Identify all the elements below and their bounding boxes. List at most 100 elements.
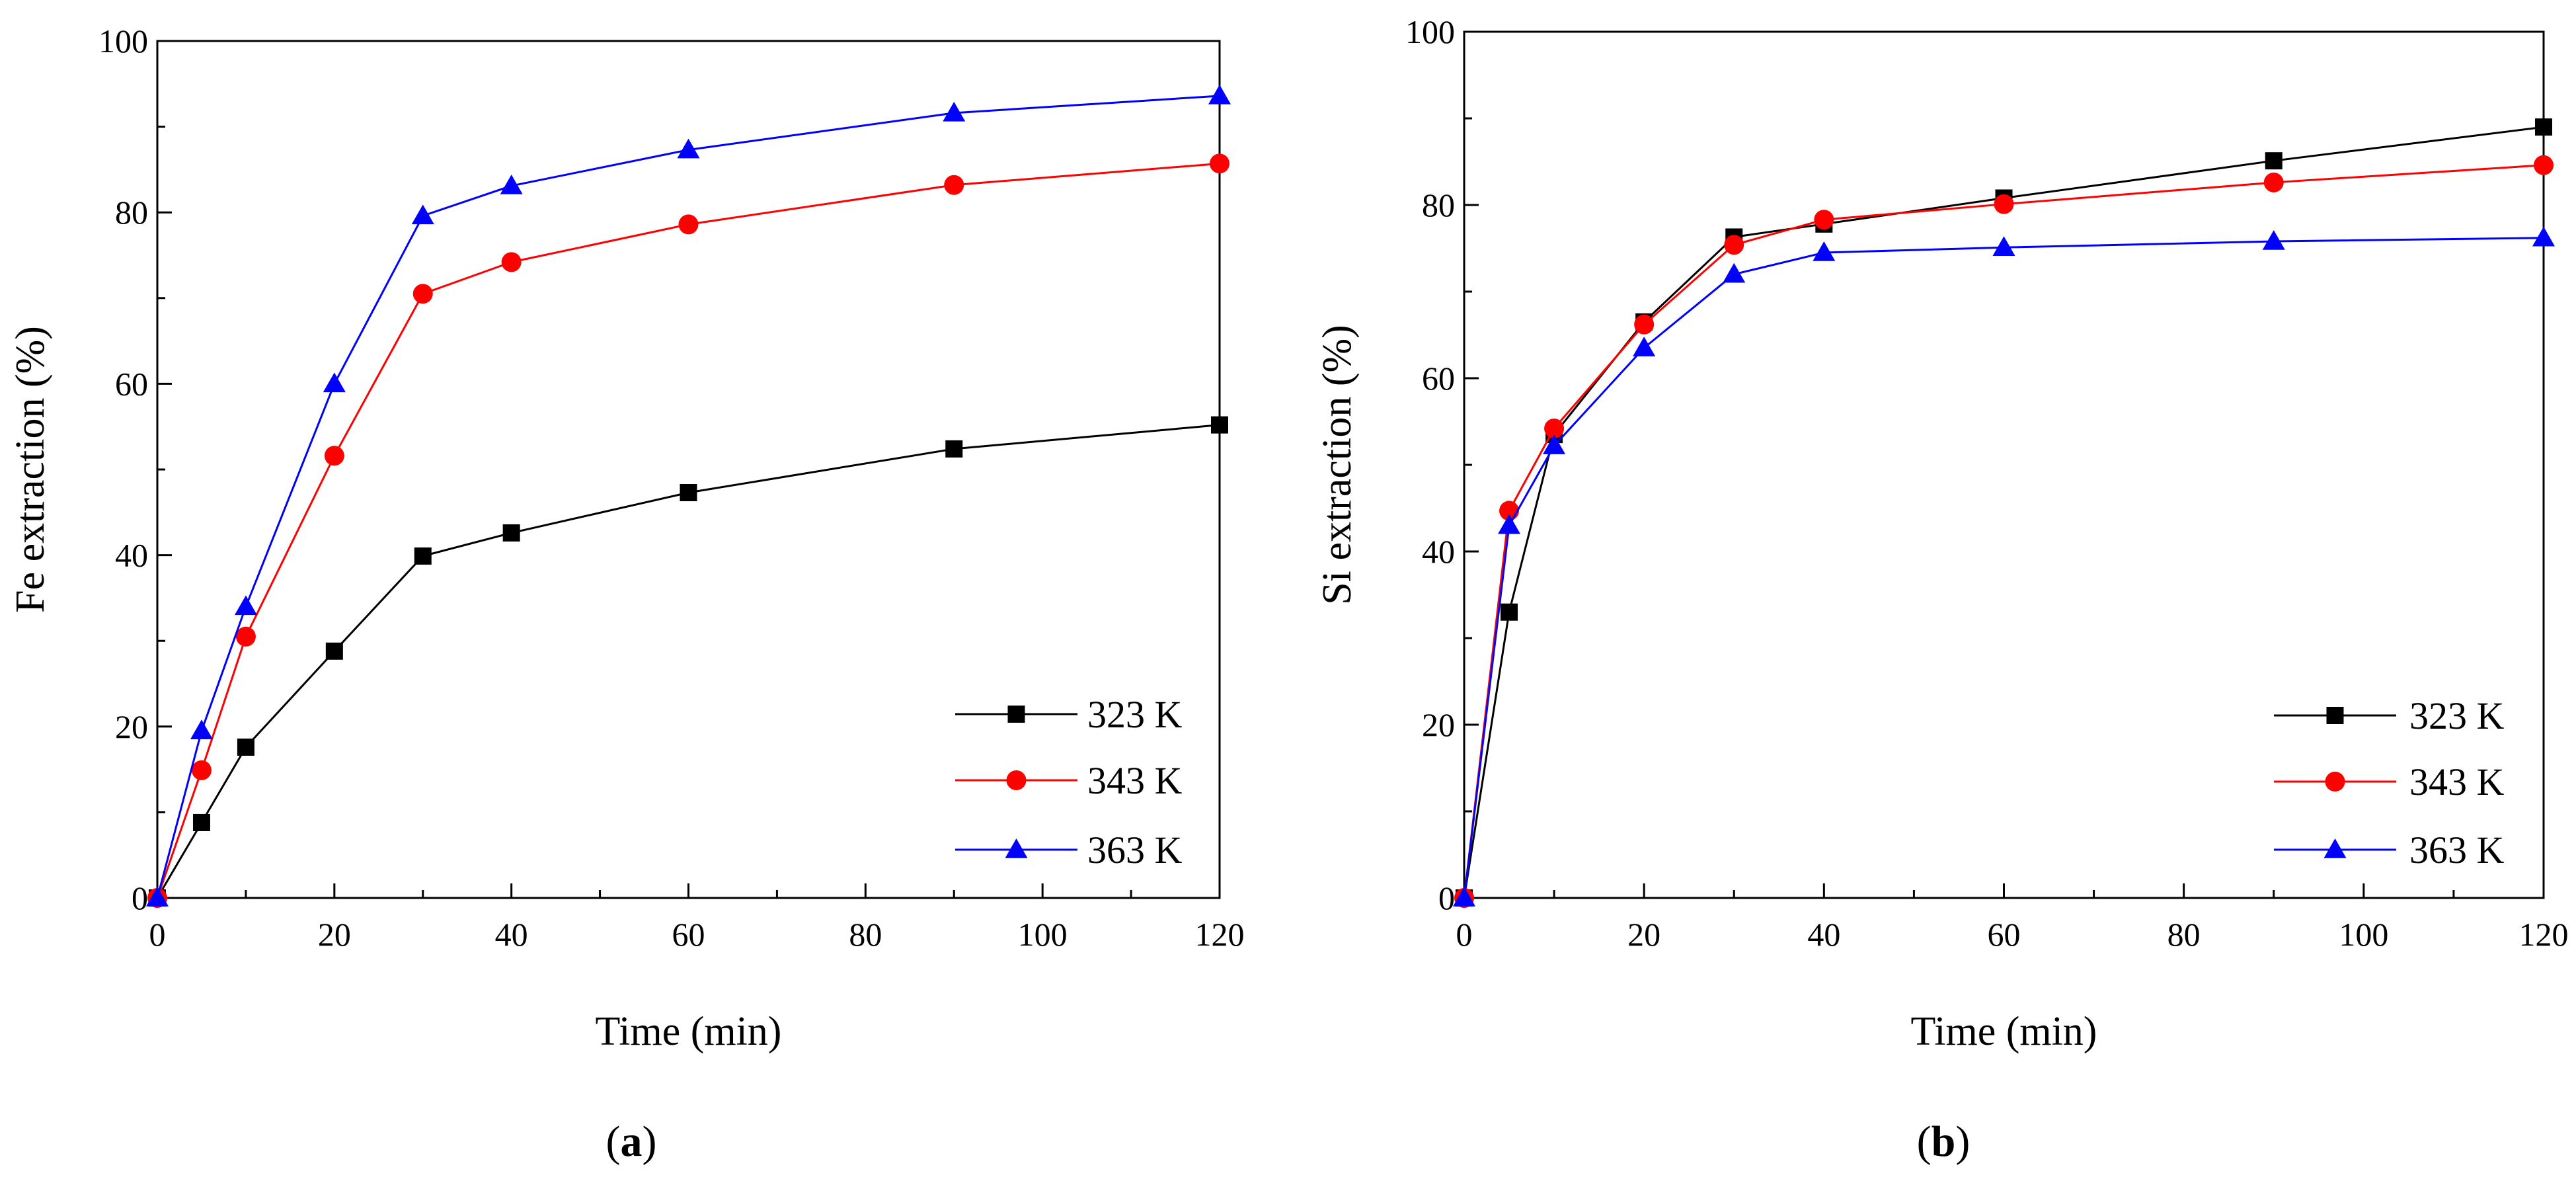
data-point bbox=[678, 214, 699, 235]
x-tick-label: 40 bbox=[495, 916, 528, 953]
data-point bbox=[500, 175, 523, 194]
y-tick-label: 40 bbox=[115, 537, 148, 574]
data-point bbox=[677, 138, 700, 159]
legend-marker bbox=[1006, 770, 1027, 790]
x-tick-label: 20 bbox=[1627, 916, 1660, 953]
x-axis-label: Time (min) bbox=[1911, 1009, 2097, 1054]
series-343-k bbox=[147, 153, 1229, 908]
data-point bbox=[1543, 434, 1566, 454]
data-point bbox=[944, 175, 964, 195]
data-point bbox=[2535, 118, 2552, 136]
series-363-k bbox=[146, 84, 1231, 907]
series-line bbox=[1463, 237, 2544, 899]
y-tick-label: 0 bbox=[132, 879, 148, 916]
data-point bbox=[234, 595, 257, 616]
data-point bbox=[1501, 603, 1518, 621]
legend-label: 323 K bbox=[2409, 694, 2505, 737]
panel-label: (a) bbox=[606, 1117, 657, 1166]
data-point bbox=[680, 483, 697, 501]
legend-marker bbox=[2323, 838, 2347, 858]
plot-frame bbox=[1463, 30, 2545, 899]
data-point bbox=[1208, 84, 1231, 104]
data-point bbox=[191, 760, 212, 780]
x-tick-label: 20 bbox=[318, 916, 351, 953]
legend-marker bbox=[2325, 772, 2345, 791]
plot-frame bbox=[156, 40, 1221, 899]
series-line bbox=[156, 162, 1220, 899]
chart-panel-a: 0 20 40 60 80 100 120 0 20 40 60 80 100 Time (min) Fe … bbox=[8, 22, 1245, 1166]
x-tick-label: 80 bbox=[2167, 916, 2201, 953]
data-point bbox=[146, 887, 169, 907]
data-point bbox=[1633, 337, 1656, 356]
x-tick-label: 40 bbox=[1807, 916, 1840, 953]
x-tick-label: 120 bbox=[2519, 916, 2569, 953]
x-tick-label: 0 bbox=[1456, 916, 1473, 953]
y-tick-label: 0 bbox=[1438, 879, 1455, 916]
y-tick-label: 40 bbox=[1422, 533, 1455, 570]
data-point bbox=[1723, 263, 1746, 283]
data-point bbox=[1994, 194, 2014, 214]
y-tick-label: 80 bbox=[1422, 186, 1455, 223]
data-point bbox=[1211, 416, 1228, 434]
x-tick-label: 80 bbox=[849, 916, 882, 953]
x-tick-label: 0 bbox=[149, 916, 166, 953]
y-axis-label: Si extraction (%) bbox=[1315, 325, 1360, 605]
data-point bbox=[1992, 236, 2015, 256]
data-point bbox=[412, 284, 433, 304]
data-point bbox=[502, 524, 520, 542]
data-point bbox=[1498, 514, 1521, 534]
data-point bbox=[2262, 230, 2285, 250]
data-point bbox=[325, 642, 343, 660]
data-point bbox=[324, 446, 344, 466]
data-point bbox=[1814, 210, 1834, 230]
data-point bbox=[501, 252, 522, 272]
y-tick-label: 60 bbox=[115, 365, 148, 402]
data-point bbox=[1453, 887, 1475, 907]
y-tick-label: 80 bbox=[115, 194, 148, 231]
series-323-k bbox=[149, 416, 1228, 907]
y-tick-label: 100 bbox=[1405, 13, 1455, 50]
series-363-k bbox=[1453, 226, 2555, 907]
series-343-k bbox=[1454, 155, 2554, 908]
panel-label: (b) bbox=[1917, 1117, 1971, 1166]
data-point bbox=[2263, 172, 2284, 192]
x-tick-label: 60 bbox=[1988, 916, 2021, 953]
legend-label: 363 K bbox=[2409, 829, 2505, 872]
data-point bbox=[1724, 235, 1744, 255]
legend-label: 343 K bbox=[2409, 760, 2505, 803]
data-point bbox=[1634, 314, 1655, 335]
data-point bbox=[1210, 153, 1229, 174]
legend-marker bbox=[1005, 838, 1028, 858]
data-point bbox=[414, 547, 432, 565]
data-point bbox=[945, 440, 963, 458]
x-tick-label: 100 bbox=[2339, 916, 2388, 953]
legend-label: 343 K bbox=[1087, 759, 1183, 802]
legend-label: 363 K bbox=[1087, 829, 1183, 872]
data-point bbox=[943, 101, 966, 122]
y-tick-label: 60 bbox=[1422, 360, 1455, 397]
x-axis-label: Time (min) bbox=[596, 1009, 782, 1054]
data-point bbox=[192, 813, 210, 831]
chart-panel-b: 0 20 40 60 80 100 120 0 20 40 60 80 100 Time (min) Si … bbox=[1315, 13, 2569, 1166]
y-tick-label: 20 bbox=[115, 708, 148, 745]
x-tick-label: 60 bbox=[672, 916, 705, 953]
y-axis-label: Fe extraction (%) bbox=[8, 326, 53, 613]
data-point bbox=[237, 738, 254, 756]
y-tick-label: 100 bbox=[98, 22, 148, 60]
legend-label: 323 K bbox=[1087, 693, 1183, 736]
legend-marker bbox=[2326, 707, 2344, 724]
data-point bbox=[1813, 241, 1836, 261]
data-point bbox=[1544, 418, 1565, 438]
series-line bbox=[1463, 164, 2544, 899]
y-tick-label: 20 bbox=[1422, 706, 1455, 743]
x-tick-label: 120 bbox=[1195, 916, 1245, 953]
data-point bbox=[190, 719, 213, 740]
data-point bbox=[2265, 152, 2283, 170]
data-point bbox=[2532, 226, 2555, 247]
x-tick-label: 100 bbox=[1018, 916, 1068, 953]
legend-marker bbox=[1007, 706, 1025, 723]
data-point bbox=[323, 372, 346, 393]
data-point bbox=[235, 626, 256, 647]
data-point bbox=[2534, 155, 2554, 175]
